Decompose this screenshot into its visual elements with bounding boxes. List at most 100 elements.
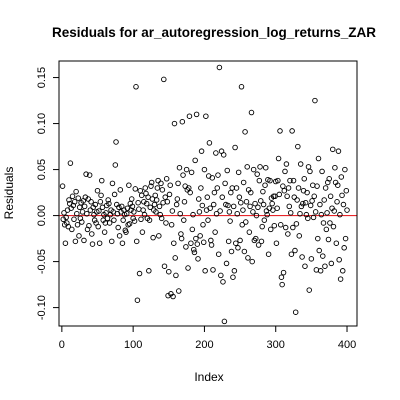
residual-point [341,245,347,251]
residual-point [282,224,289,231]
residual-point [317,268,324,274]
residual-point [200,222,206,228]
residual-point [196,209,203,215]
residual-point [174,196,181,202]
residual-point [188,240,194,246]
residual-point [123,229,129,235]
residual-point [147,204,154,211]
residual-point [94,187,101,194]
residual-point [278,274,285,280]
residual-point [325,236,332,243]
residual-point [238,84,245,90]
residual-point [163,176,170,182]
residual-point [258,198,264,204]
residual-point [213,210,220,217]
residual-point [290,224,296,231]
residual-point [286,203,293,210]
residual-point [66,197,72,203]
residual-point [240,207,246,213]
residual-point [263,208,270,214]
residual-point [209,175,216,181]
residual-point [175,180,181,187]
residual-point [308,256,315,262]
residual-point [312,97,318,104]
residual-point [166,191,173,198]
residual-point [314,183,320,189]
residual-point [312,209,319,215]
residual-point [231,268,238,274]
residual-point [71,216,77,223]
y-tick-label: 0.00 [36,205,48,226]
residual-point [129,203,136,210]
residual-point [148,183,154,189]
residual-point [245,255,251,261]
residual-point [173,272,179,279]
residual-point [203,113,209,119]
residual-point [281,187,288,194]
residual-point [246,229,253,235]
residual-point [190,211,196,218]
residual-point [320,253,326,259]
residual-point [191,249,198,256]
residual-point [320,220,327,226]
y-tick-label: -0.05 [36,249,48,274]
residual-point [59,183,66,189]
residual-point [277,128,283,134]
residual-point [321,197,327,203]
residual-point [170,293,176,300]
residual-point [194,241,201,247]
residual-point [326,176,332,182]
residual-point [115,224,121,231]
residual-point [204,194,211,200]
residual-point [106,220,113,226]
residual-point [315,155,322,162]
residual-point [154,185,161,191]
residual-point [195,256,201,262]
residual-point [288,251,295,257]
residual-point [153,197,160,203]
residual-point [293,221,300,227]
residual-point [300,200,306,207]
residual-point [158,215,165,222]
residual-point [225,202,231,209]
residual-point [342,166,348,173]
residual-point [306,287,312,293]
residual-point [83,171,89,177]
residual-point [181,199,188,205]
residual-point [135,199,141,206]
residual-point [142,185,149,191]
residual-point [267,226,274,233]
residual-point [302,199,309,206]
residual-point [74,222,81,228]
residual-point [181,217,187,223]
residual-point [111,217,117,223]
residual-point [233,185,240,191]
residual-point [183,166,190,173]
residual-point [189,226,196,233]
residual-point [198,148,205,154]
residual-point [294,197,300,203]
residual-point [219,194,226,200]
residual-point [307,168,313,175]
residual-point [188,169,195,176]
residual-point [230,274,236,280]
residual-point [256,177,263,184]
residual-point [301,176,307,182]
residual-point [241,248,248,255]
residual-point [117,187,124,193]
residual-point [299,254,305,260]
residual-point [69,193,76,200]
residual-point [101,229,108,235]
y-axis: -0.10 -0.05 0.00 0.05 0.10 0.15 [36,67,59,320]
residual-point [336,257,342,263]
residual-point [120,217,126,223]
residual-point [220,279,226,285]
residual-point [171,120,178,127]
residual-point [232,144,238,151]
residual-point [74,210,80,217]
residual-point [97,199,104,205]
residual-point [61,210,67,216]
residual-point [220,152,227,158]
residual-point [168,222,175,228]
